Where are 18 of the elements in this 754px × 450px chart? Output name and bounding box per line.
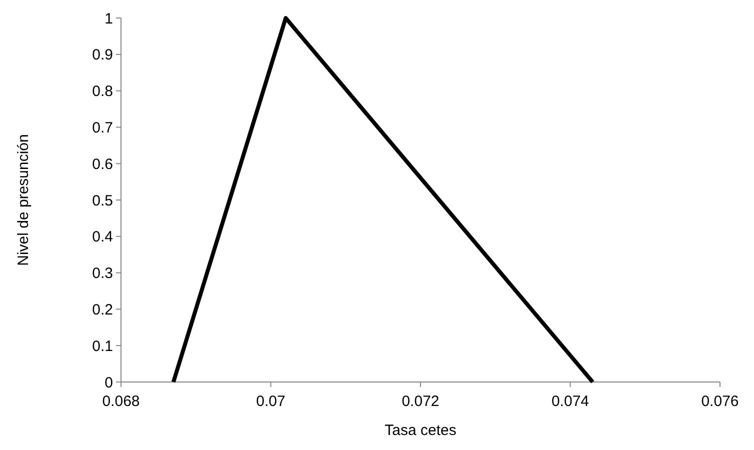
y-axis-title: Nivel de presunción [15, 134, 32, 266]
y-tick-label: 0.6 [92, 156, 113, 173]
x-tick-label: 0.074 [551, 393, 590, 410]
x-tick-label: 0.068 [102, 393, 140, 410]
y-tick-label: 0.9 [92, 46, 113, 64]
x-axis-title: Tasa cetes [384, 422, 456, 439]
x-tick-label: 0.076 [701, 393, 739, 410]
y-tick-label: 0.7 [92, 119, 113, 136]
y-tick-label: 0 [104, 374, 113, 392]
y-tick-label: 0.8 [92, 83, 113, 100]
y-tick-label: 0.5 [92, 192, 113, 210]
y-tick-label: 0.3 [92, 265, 113, 282]
y-tick-label: 0.4 [92, 228, 113, 246]
y-tick-label: 1 [104, 10, 113, 28]
x-tick-label: 0.072 [402, 393, 440, 410]
y-tick-label: 0.1 [92, 338, 113, 355]
x-tick-label: 0.07 [256, 393, 286, 410]
y-tick-label: 0.2 [92, 301, 113, 318]
